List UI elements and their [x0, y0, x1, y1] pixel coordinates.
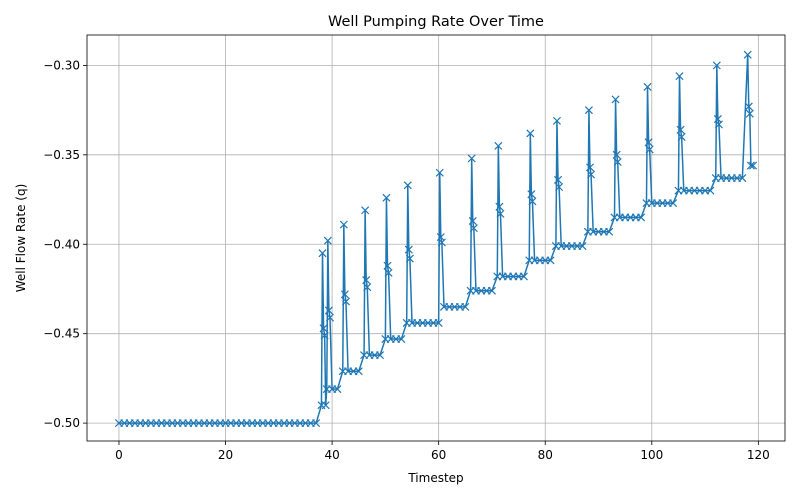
data-point-marker [324, 306, 333, 315]
data-point-marker [384, 268, 393, 277]
data-point-marker [382, 193, 391, 202]
data-point-marker [611, 95, 620, 104]
data-point-marker [397, 335, 406, 344]
data-point-marker [467, 154, 476, 163]
data-point-marker [676, 125, 685, 134]
data-point-marker [376, 351, 385, 360]
x-axis-label: Timestep [407, 471, 463, 485]
data-point-marker [435, 168, 444, 177]
data-point-marker [340, 290, 349, 299]
data-point-marker [405, 254, 414, 263]
data-point-marker [669, 199, 678, 208]
data-point-marker [496, 209, 505, 218]
data-point-marker [584, 106, 593, 115]
data-point-marker [677, 132, 686, 141]
data-point-marker [644, 138, 653, 147]
data-point-marker [746, 161, 755, 170]
data-point-marker [437, 238, 446, 247]
data-point-marker [712, 61, 721, 70]
data-point-marker [468, 216, 477, 226]
data-point-marker [555, 183, 564, 192]
y-tick-label: −0.50 [43, 416, 80, 430]
series-layer [114, 50, 758, 428]
data-point-marker [320, 331, 329, 340]
data-point-marker [487, 286, 496, 295]
plot-frame [86, 34, 786, 442]
data-point-marker [706, 186, 715, 195]
data-point-marker [585, 163, 595, 172]
grid [87, 35, 785, 441]
data-point-marker [605, 227, 614, 236]
data-point-marker [738, 174, 747, 183]
data-point-marker [749, 161, 758, 170]
data-point-marker [637, 213, 646, 222]
data-point-marker [461, 302, 470, 311]
data-point-marker [744, 102, 753, 111]
data-point-marker [403, 181, 412, 190]
data-point-marker [526, 129, 535, 138]
data-point-marker [714, 120, 723, 129]
data-point-marker [321, 401, 330, 410]
data-point-marker [552, 116, 561, 125]
data-point-marker [339, 220, 348, 229]
y-tick-label: −0.30 [43, 58, 80, 72]
data-point-marker [495, 202, 504, 211]
data-point-marker [383, 261, 392, 270]
data-point-marker [469, 224, 478, 233]
data-point-marker [675, 72, 684, 81]
data-point-marker [643, 82, 652, 91]
data-point-marker [578, 242, 587, 251]
x-tick-label: 20 [218, 448, 233, 462]
data-point-marker [323, 236, 332, 245]
data-point-marker [362, 276, 371, 285]
data-point-marker [354, 367, 363, 376]
x-tick-label: 40 [324, 448, 339, 462]
data-point-marker [434, 318, 443, 327]
data-point-marker [312, 419, 321, 428]
data-point-marker [553, 175, 563, 184]
data-point-marker [325, 313, 334, 322]
data-point-marker [341, 297, 350, 306]
data-point-marker [546, 256, 555, 265]
y-tick-label: −0.35 [43, 148, 80, 162]
data-point-marker [333, 385, 342, 394]
data-point-marker [745, 109, 754, 118]
data-point-marker [319, 324, 328, 333]
x-ticks: 0 20 40 60 80 100 120 [115, 441, 770, 462]
x-tick-label: 0 [115, 448, 123, 462]
data-point-marker [613, 157, 622, 167]
data-point-marker [587, 170, 596, 179]
data-point-marker [519, 272, 528, 281]
y-axis-label: Well Flow Rate (q) [14, 184, 28, 293]
data-point-marker [363, 283, 372, 292]
x-tick-label: 100 [640, 448, 663, 462]
series-line [118, 54, 754, 424]
data-point-marker [528, 197, 537, 206]
data-point-marker [404, 245, 413, 254]
data-point-marker [318, 249, 327, 258]
data-point-marker [612, 150, 621, 159]
y-tick-label: −0.45 [43, 327, 80, 341]
x-tick-label: 120 [747, 448, 770, 462]
x-tick-label: 80 [538, 448, 553, 462]
data-point-marker [645, 145, 654, 154]
data-point-marker [527, 190, 536, 199]
x-tick-label: 60 [431, 448, 446, 462]
y-tick-label: −0.40 [43, 237, 80, 251]
data-point-marker [361, 206, 370, 215]
data-point-marker [494, 141, 503, 150]
chart-title: Well Pumping Rate Over Time [328, 14, 544, 30]
data-point-marker [743, 50, 752, 59]
y-ticks: −0.50 −0.45 −0.40 −0.35 −0.30 [43, 58, 87, 430]
